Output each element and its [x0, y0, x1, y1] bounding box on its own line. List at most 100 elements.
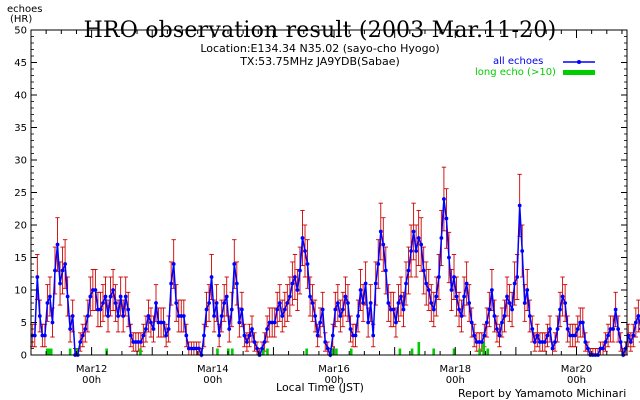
all-echoes-point: [381, 242, 386, 247]
all-echoes-point: [106, 314, 110, 318]
all-echoes-point: [434, 294, 439, 299]
all-echoes-point: [310, 301, 315, 305]
y-tick-label: 5: [21, 318, 27, 329]
x-tick-label-date: Mar18: [439, 364, 471, 375]
long-echo-bar: [305, 348, 308, 355]
all-echoes-point: [361, 301, 365, 305]
all-echoes-point: [515, 275, 520, 279]
all-echoes-point: [272, 320, 277, 325]
all-echoes-point: [378, 229, 383, 234]
all-echoes-point: [45, 301, 50, 305]
all-echoes-point: [323, 340, 328, 344]
all-echoes-point: [63, 262, 67, 266]
all-echoes-point: [563, 301, 568, 305]
all-echoes-point: [320, 307, 325, 312]
all-echoes-point: [406, 268, 411, 273]
all-echoes-point: [98, 307, 103, 312]
all-echoes-point: [232, 262, 237, 266]
all-echoes-point: [53, 268, 57, 273]
all-echoes-point: [520, 249, 525, 253]
all-echoes-point: [169, 281, 174, 286]
all-echoes-point: [138, 340, 143, 344]
all-echoes-point: [565, 327, 570, 331]
all-echoes-point: [585, 346, 590, 351]
long-echo-bar: [486, 348, 490, 355]
all-echoes-point: [391, 307, 396, 312]
all-echoes-point: [396, 301, 401, 305]
y-axis-label: echoes: [7, 4, 43, 15]
all-echoes-point: [492, 314, 497, 318]
all-echoes-point: [358, 288, 363, 292]
all-echoes-point: [401, 307, 406, 312]
y-tick-label: 20: [14, 221, 27, 232]
all-echoes-point: [603, 340, 608, 344]
x-tick-label-hour: 00h: [325, 375, 344, 386]
all-echoes-point: [290, 281, 295, 286]
x-tick-label-date: Mar20: [561, 364, 593, 375]
x-tick-label-hour: 00h: [203, 375, 222, 386]
all-echoes-point: [207, 301, 211, 305]
all-echoes-point: [164, 333, 169, 338]
all-echoes-point: [234, 281, 239, 286]
all-echoes-point: [217, 333, 222, 338]
all-echoes-point: [517, 203, 522, 208]
long-echo-bar: [482, 342, 485, 355]
y-axis-unit-label: (HR): [10, 14, 33, 25]
all-echoes-point: [457, 307, 461, 312]
all-echoes-point: [303, 249, 307, 253]
all-echoes-point: [70, 314, 75, 318]
long-echo-bar: [410, 348, 414, 355]
all-echoes-point: [121, 314, 126, 318]
all-echoes-point: [93, 288, 98, 292]
all-echoes-point: [558, 307, 562, 312]
y-tick-label: 50: [14, 26, 27, 37]
all-echoes-point: [429, 301, 434, 305]
all-echoes-series-layer: [30, 197, 640, 358]
y-tick-label: 30: [14, 156, 27, 167]
all-echoes-point: [462, 294, 467, 299]
all-echoes-point: [118, 294, 123, 299]
all-echoes-point: [305, 262, 310, 266]
all-echoes-point: [487, 307, 492, 312]
all-echoes-point: [431, 307, 436, 312]
all-echoes-point: [330, 333, 335, 338]
all-echoes-point: [356, 314, 360, 318]
all-echoes-point: [631, 333, 636, 338]
all-echoes-point: [436, 275, 441, 279]
all-echoes-point: [472, 333, 477, 338]
all-echoes-point: [83, 327, 88, 331]
x-axis-label: Local Time (JST): [276, 381, 364, 394]
all-echoes-point: [376, 262, 381, 266]
all-echoes-point: [265, 327, 270, 331]
all-echoes-point: [479, 340, 484, 344]
all-echoes-point: [371, 333, 376, 338]
all-echoes-point: [247, 333, 252, 338]
all-echoes-point: [340, 307, 345, 312]
all-echoes-point: [144, 327, 148, 331]
all-echoes-point: [58, 281, 62, 286]
all-echoes-point: [146, 314, 151, 318]
long-echo-bar: [432, 348, 435, 355]
all-echoes-point: [636, 314, 640, 318]
long-echo-bar: [417, 342, 421, 355]
all-echoes-point: [295, 288, 300, 292]
y-tick-label: 0: [21, 351, 27, 362]
all-echoes-point: [88, 294, 93, 299]
all-echoes-point: [469, 320, 474, 325]
all-echoes-point: [447, 255, 451, 260]
legend-dot-all-echoes: [577, 60, 581, 64]
all-echoes-point: [277, 301, 282, 305]
all-echoes-point: [613, 307, 618, 312]
all-echoes-point: [204, 307, 209, 312]
y-tick-label: 45: [14, 58, 27, 69]
all-echoes-point: [419, 242, 424, 247]
all-echoes-point: [409, 249, 413, 253]
all-echoes-point: [353, 333, 358, 338]
all-echoes-point: [452, 275, 456, 279]
all-echoes-point: [416, 236, 421, 240]
all-echoes-point: [149, 320, 153, 325]
all-echoes-point: [505, 294, 509, 299]
x-tick-label-date: Mar16: [318, 364, 350, 375]
all-echoes-point: [252, 340, 257, 344]
all-echoes-point: [414, 249, 419, 253]
